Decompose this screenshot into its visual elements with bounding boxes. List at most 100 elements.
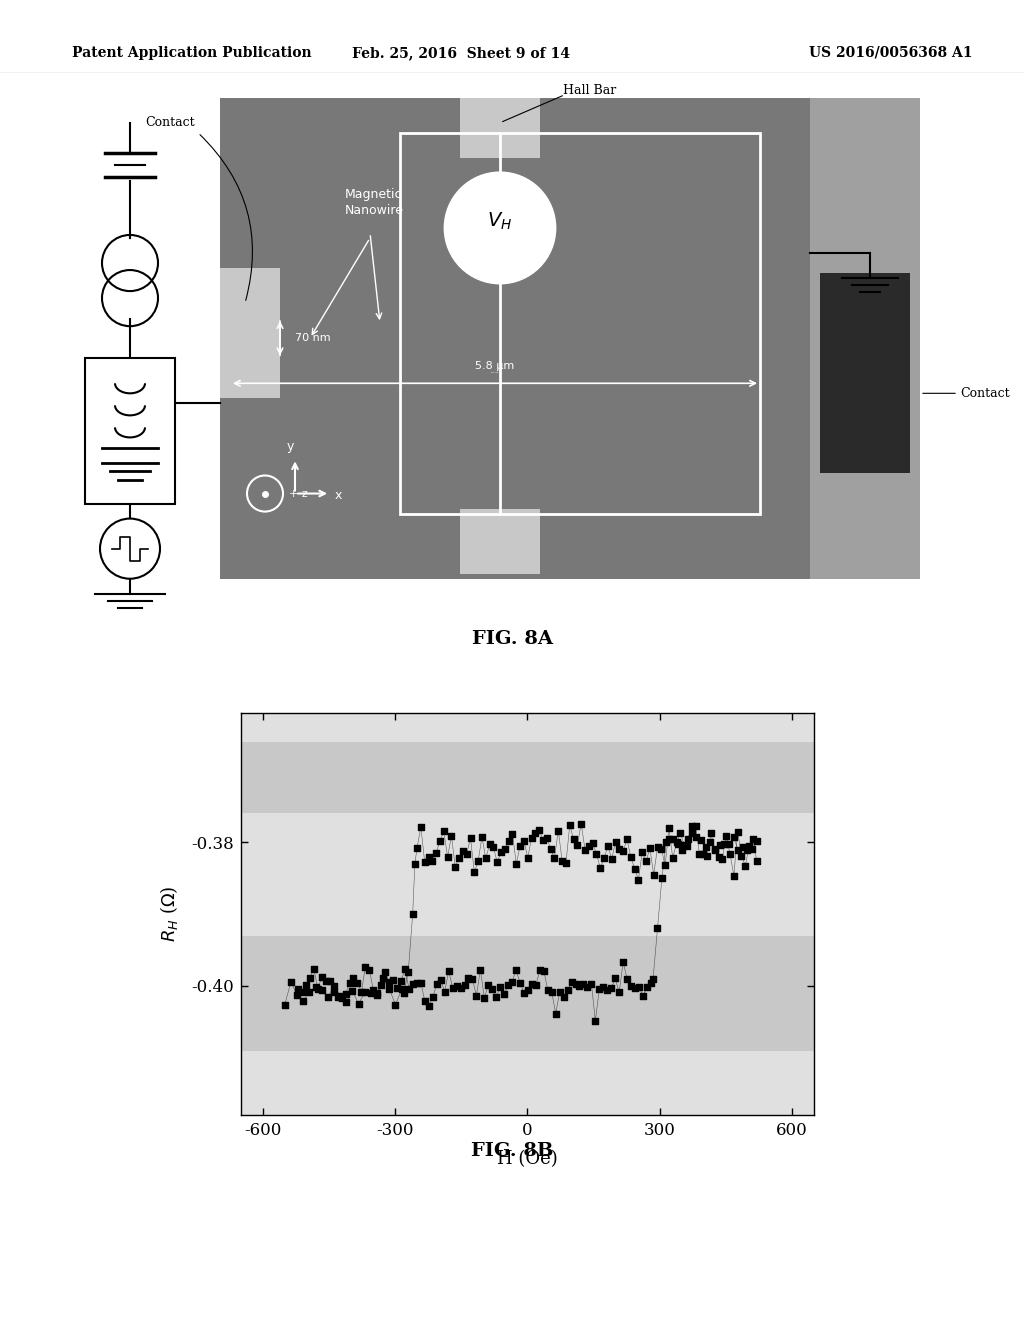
Point (729, 821, 745, 842)
Point (451, 847, 467, 869)
Point (432, 969, 449, 990)
Y-axis label: $R_H$ ($\Omega$): $R_H$ ($\Omega$) (158, 886, 180, 942)
Point (319, 987, 336, 1008)
Point (290, 978, 306, 999)
Point (477, 847, 494, 869)
Point (523, 828, 540, 849)
Point (357, 956, 374, 977)
Point (341, 972, 357, 993)
Point (577, 840, 593, 861)
Point (395, 982, 412, 1003)
Point (496, 983, 512, 1005)
Point (481, 834, 498, 855)
Point (638, 851, 654, 873)
Point (338, 991, 354, 1012)
Point (535, 829, 551, 850)
Point (543, 838, 559, 859)
Point (501, 830, 517, 851)
FancyBboxPatch shape (220, 268, 280, 399)
Point (497, 838, 513, 859)
Point (684, 822, 700, 843)
Point (520, 979, 537, 1001)
Bar (241, 742, 814, 813)
Point (289, 985, 305, 1006)
Point (567, 974, 584, 995)
Point (295, 990, 311, 1011)
Text: Contact: Contact (961, 387, 1010, 400)
Point (428, 842, 444, 863)
Point (420, 846, 436, 867)
Point (294, 981, 310, 1002)
Point (337, 983, 353, 1005)
Point (330, 986, 346, 1007)
Point (618, 829, 635, 850)
Point (749, 850, 765, 871)
Point (413, 816, 429, 837)
Text: Feb. 25, 2016  Sheet 9 of 14: Feb. 25, 2016 Sheet 9 of 14 (352, 46, 569, 59)
Point (301, 981, 317, 1002)
Point (584, 973, 600, 994)
Point (712, 834, 728, 855)
Point (449, 975, 465, 997)
Bar (241, 936, 814, 1051)
Point (734, 837, 751, 858)
Point (623, 846, 639, 867)
Point (680, 828, 696, 849)
Point (309, 978, 326, 999)
Point (313, 966, 330, 987)
Point (407, 853, 423, 874)
FancyBboxPatch shape (820, 273, 910, 474)
Point (600, 836, 616, 857)
Point (400, 961, 417, 982)
Point (480, 974, 497, 995)
Point (607, 968, 624, 989)
Point (669, 832, 685, 853)
Point (725, 826, 741, 847)
Point (546, 847, 562, 869)
Point (447, 857, 464, 878)
Point (618, 968, 635, 989)
Point (635, 985, 651, 1006)
Point (550, 820, 566, 841)
Point (733, 845, 750, 866)
Point (322, 970, 338, 991)
Point (707, 840, 723, 861)
Text: 70 nm: 70 nm (295, 333, 331, 343)
Point (707, 840, 723, 861)
Point (404, 974, 421, 995)
Circle shape (445, 173, 555, 282)
Point (615, 952, 632, 973)
Point (580, 977, 596, 998)
Point (332, 985, 348, 1006)
Point (443, 825, 460, 846)
Point (436, 981, 453, 1002)
Point (527, 974, 544, 995)
Point (741, 836, 758, 857)
Point (409, 837, 425, 858)
Point (493, 841, 509, 862)
Point (679, 836, 695, 857)
Point (387, 994, 403, 1015)
Point (599, 979, 615, 1001)
Point (305, 958, 322, 979)
Point (684, 816, 700, 837)
FancyBboxPatch shape (460, 98, 540, 158)
Text: FIG. 8B: FIG. 8B (471, 1142, 553, 1160)
FancyBboxPatch shape (460, 508, 540, 574)
Point (540, 979, 556, 1001)
Point (519, 847, 536, 869)
Text: $V_H$: $V_H$ (487, 210, 513, 231)
Point (592, 858, 608, 879)
Point (421, 995, 437, 1016)
Point (749, 830, 765, 851)
Point (527, 822, 544, 843)
Point (489, 851, 506, 873)
Point (504, 824, 520, 845)
Point (657, 855, 674, 876)
Point (531, 820, 548, 841)
Point (563, 972, 580, 993)
Point (439, 846, 456, 867)
Point (615, 841, 632, 862)
Point (639, 977, 655, 998)
Point (476, 987, 493, 1008)
